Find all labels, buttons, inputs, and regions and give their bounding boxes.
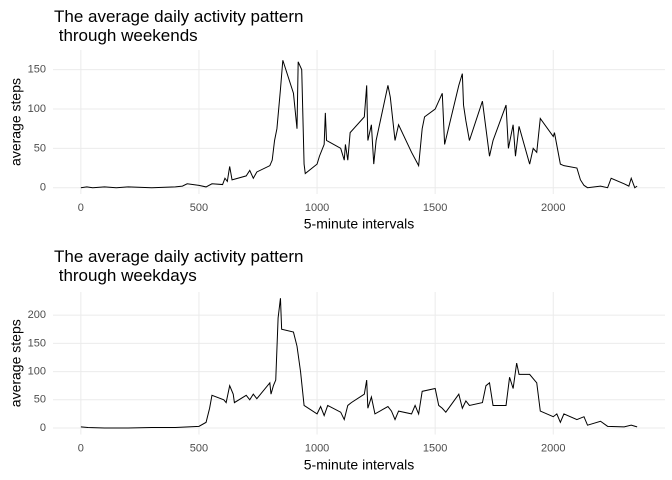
y-tick-label: 50	[34, 394, 46, 406]
x-tick-label: 2000	[541, 442, 565, 454]
y-tick-label: 200	[28, 309, 46, 321]
x-tick-label: 500	[190, 442, 208, 454]
y-tick-label: 0	[40, 182, 46, 194]
x-tick-label: 2000	[541, 202, 565, 214]
line	[80, 298, 638, 429]
y-tick-label: 0	[40, 422, 46, 434]
x-tick-label: 1000	[305, 442, 329, 454]
x-tick-label: 0	[78, 202, 84, 214]
chart-title: The average daily activity pattern throu…	[54, 7, 303, 45]
x-tick-label: 1500	[423, 202, 447, 214]
x-tick-label: 1500	[423, 442, 447, 454]
line	[80, 60, 638, 189]
y-tick-label: 100	[28, 103, 46, 115]
x-axis-title: 5-minute intervals	[304, 216, 415, 232]
x-tick-label: 0	[78, 442, 84, 454]
x-axis-title: 5-minute intervals	[304, 457, 415, 473]
y-tick-label: 100	[28, 365, 46, 377]
y-axis-title: average steps	[8, 78, 24, 166]
y-tick-label: 150	[28, 337, 46, 349]
chart-title: The average daily activity pattern throu…	[54, 247, 303, 285]
y-tick-label: 150	[28, 64, 46, 76]
x-tick-label: 1000	[305, 202, 329, 214]
x-tick-label: 500	[190, 202, 208, 214]
y-axis-title: average steps	[8, 319, 24, 407]
y-tick-label: 50	[34, 142, 46, 154]
